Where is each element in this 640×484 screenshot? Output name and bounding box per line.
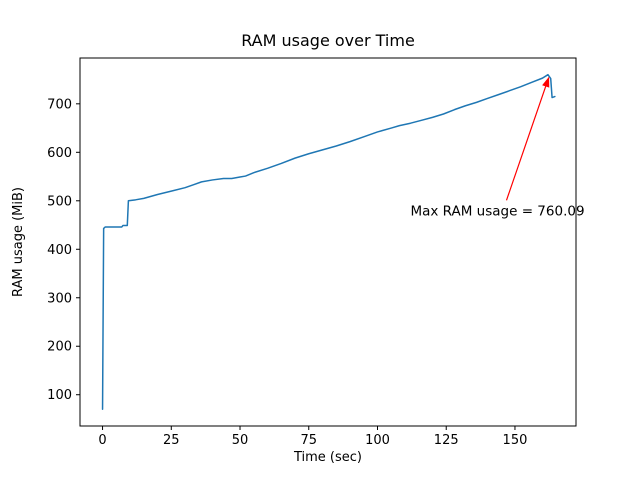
annotation-text: Max RAM usage = 760.09 (410, 203, 584, 219)
annotation-arrow (505, 82, 548, 201)
annotation: Max RAM usage = 760.09 (410, 76, 585, 219)
y-tick-label: 200 (47, 340, 72, 355)
axes-spines (79, 57, 577, 427)
x-tick-label: 50 (232, 433, 249, 448)
x-axis-label: Time (sec) (293, 450, 362, 465)
y-tick-label: 100 (47, 388, 72, 403)
x-tick-label: 125 (434, 433, 459, 448)
plot-area (80, 58, 576, 426)
annotation-arrowhead (542, 76, 550, 88)
y-tick-label: 500 (47, 194, 72, 209)
x-tick-label: 100 (365, 433, 390, 448)
x-axis-ticks: 0 25 50 75 100 125 150 (98, 426, 527, 448)
y-tick-label: 700 (47, 97, 72, 112)
y-tick-label: 300 (47, 291, 72, 306)
y-axis-label: RAM usage (MiB) (11, 187, 26, 297)
x-tick-label: 150 (503, 433, 528, 448)
chart-title: RAM usage over Time (241, 31, 415, 50)
y-axis-ticks: 100 200 300 400 500 600 700 (47, 97, 80, 403)
x-tick-label: 0 (98, 433, 106, 448)
y-tick-label: 400 (47, 243, 72, 258)
y-tick-label: 600 (47, 146, 72, 161)
line-series (101, 73, 556, 411)
x-tick-label: 25 (163, 433, 180, 448)
x-tick-label: 75 (300, 433, 317, 448)
